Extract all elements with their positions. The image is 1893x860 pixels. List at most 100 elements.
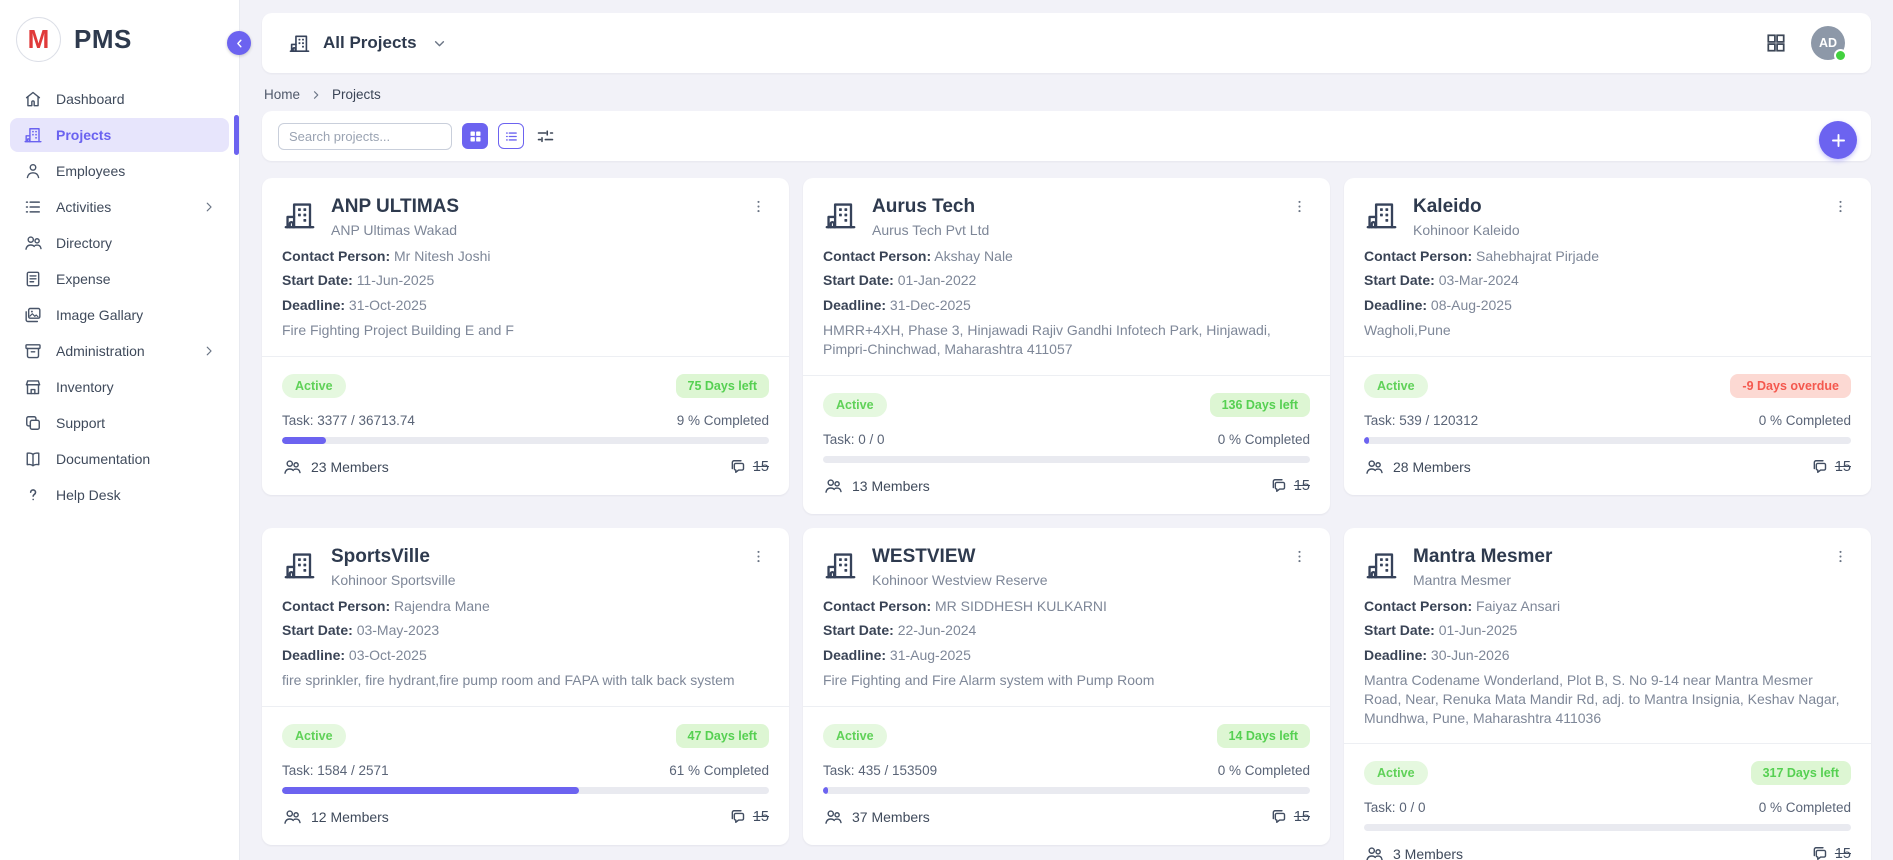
page-title: All Projects <box>323 33 417 52</box>
sidebar-item-label: Support <box>56 415 106 431</box>
building-icon <box>288 32 311 55</box>
progress-fill <box>823 786 828 794</box>
project-card[interactable]: ANP ULTIMAS ANP Ultimas Wakad Contact Pe… <box>262 178 789 496</box>
contact-value: Rajendra Mane <box>394 597 490 614</box>
chevron-right-icon <box>310 89 322 101</box>
card-menu-button[interactable] <box>1830 196 1851 217</box>
project-card[interactable]: SportsVille Kohinoor Sportsville Contact… <box>262 527 789 845</box>
chat-group[interactable]: 15 <box>1810 457 1851 477</box>
chat-count: 15 <box>1834 846 1851 860</box>
members-group: 37 Members <box>823 807 930 827</box>
days-left-badge: 136 Days left <box>1209 392 1310 417</box>
deadline-label: Deadline: <box>823 296 887 313</box>
card-menu-button[interactable] <box>1289 196 1310 217</box>
filter-button[interactable] <box>535 126 556 147</box>
kebab-icon <box>1291 548 1308 565</box>
start-value: 01-Jun-2025 <box>1438 622 1518 639</box>
project-card[interactable]: Mantra Mesmer Mantra Mesmer Contact Pers… <box>1344 527 1871 860</box>
card-top: Mantra Mesmer Mantra Mesmer Contact Pers… <box>1344 528 1871 744</box>
sidebar-item-image-gallary[interactable]: Image Gallary <box>10 298 229 332</box>
deadline-row: Deadline: 31-Dec-2025 <box>823 297 1310 315</box>
breadcrumb-home[interactable]: Home <box>264 87 301 102</box>
add-project-button[interactable] <box>1819 121 1857 159</box>
chat-group[interactable]: 15 <box>728 807 769 827</box>
sidebar-item-label: Expense <box>56 271 111 287</box>
apps-grid-button[interactable] <box>1765 32 1787 54</box>
sidebar-item-activities[interactable]: Activities <box>10 190 229 224</box>
project-scope-selector[interactable]: All Projects <box>288 32 448 55</box>
building-icon <box>823 548 858 583</box>
book-icon <box>23 449 43 469</box>
project-card[interactable]: WESTVIEW Kohinoor Westview Reserve Conta… <box>803 527 1330 845</box>
breadcrumb-current: Projects <box>332 87 381 102</box>
chevron-down-icon <box>431 35 448 52</box>
sidebar-item-expense[interactable]: Expense <box>10 262 229 296</box>
search-input[interactable] <box>278 122 452 150</box>
project-description: Fire Fighting Project Building E and F <box>282 322 514 339</box>
list-icon <box>23 197 43 217</box>
chevron-right-icon <box>202 200 216 214</box>
sidebar-item-dashboard[interactable]: Dashboard <box>10 82 229 116</box>
project-subtitle: Kohinoor Kaleido <box>1413 221 1520 238</box>
sidebar-item-help-desk[interactable]: Help Desk <box>10 478 229 512</box>
sidebar-collapse-button[interactable] <box>227 31 251 55</box>
card-menu-button[interactable] <box>748 196 769 217</box>
building-icon <box>23 125 43 145</box>
deadline-row: Deadline: 03-Oct-2025 <box>282 647 769 665</box>
project-card[interactable]: Kaleido Kohinoor Kaleido Contact Person:… <box>1344 178 1871 496</box>
sidebar-item-employees[interactable]: Employees <box>10 154 229 188</box>
members-icon <box>823 807 843 827</box>
contact-value: Faiyaz Ansari <box>1476 597 1561 614</box>
chat-group[interactable]: 15 <box>1269 807 1310 827</box>
members-count: 12 Members <box>311 808 389 825</box>
members-count: 13 Members <box>852 477 930 494</box>
chat-count: 15 <box>1293 477 1310 494</box>
deadline-row: Deadline: 08-Aug-2025 <box>1364 297 1851 315</box>
members-icon <box>1364 844 1384 860</box>
card-menu-button[interactable] <box>1289 546 1310 567</box>
task-text: Task: 1584 / 2571 <box>282 762 389 778</box>
card-menu-button[interactable] <box>1830 546 1851 567</box>
card-footer: Active -9 Days overdue Task: 539 / 12031… <box>1344 356 1871 495</box>
members-count: 37 Members <box>852 808 930 825</box>
contact-person-row: Contact Person: Sahebhajrat Pirjade <box>1364 248 1851 266</box>
sidebar-item-support[interactable]: Support <box>10 406 229 440</box>
copy-icon <box>23 413 43 433</box>
deadline-label: Deadline: <box>282 296 346 313</box>
sidebar-item-projects[interactable]: Projects <box>10 115 239 155</box>
chat-group[interactable]: 15 <box>1810 844 1851 860</box>
deadline-value: 31-Aug-2025 <box>889 646 971 663</box>
card-footer: Active 47 Days left Task: 1584 / 2571 61… <box>262 705 789 845</box>
project-description: Mantra Codename Wonderland, Plot B, S. N… <box>1364 672 1840 726</box>
project-card[interactable]: Aurus Tech Aurus Tech Pvt Ltd Contact Pe… <box>803 178 1330 514</box>
project-grid: ANP ULTIMAS ANP Ultimas Wakad Contact Pe… <box>262 178 1871 860</box>
brand-name: PMS <box>74 24 132 54</box>
progress-bar <box>1364 824 1851 832</box>
chat-group[interactable]: 15 <box>1269 476 1310 496</box>
start-label: Start Date: <box>282 622 353 639</box>
contact-person-row: Contact Person: Akshay Nale <box>823 248 1310 266</box>
list-view-button[interactable] <box>498 123 524 149</box>
sidebar-item-inventory[interactable]: Inventory <box>10 370 229 404</box>
grid-view-button[interactable] <box>462 123 488 149</box>
members-icon <box>282 457 302 477</box>
deadline-value: 08-Aug-2025 <box>1430 296 1512 313</box>
project-description: Fire Fighting and Fire Alarm system with… <box>823 672 1155 689</box>
building-icon <box>1364 548 1399 583</box>
progress-fill <box>1364 437 1369 445</box>
avatar[interactable]: AD <box>1811 26 1847 62</box>
sidebar-item-documentation[interactable]: Documentation <box>10 442 229 476</box>
card-menu-button[interactable] <box>748 546 769 567</box>
task-text: Task: 3377 / 36713.74 <box>282 413 415 429</box>
card-top: WESTVIEW Kohinoor Westview Reserve Conta… <box>803 528 1330 706</box>
list-view-icon <box>504 129 519 144</box>
members-icon <box>1364 457 1384 477</box>
contact-value: Akshay Nale <box>934 247 1013 264</box>
sidebar-item-administration[interactable]: Administration <box>10 334 229 368</box>
status-badge: Active <box>282 374 346 399</box>
grid-view-icon <box>468 129 483 144</box>
start-date-row: Start Date: 01-Jun-2025 <box>1364 622 1851 640</box>
chat-group[interactable]: 15 <box>728 457 769 477</box>
sidebar-item-directory[interactable]: Directory <box>10 226 229 260</box>
deadline-label: Deadline: <box>282 646 346 663</box>
